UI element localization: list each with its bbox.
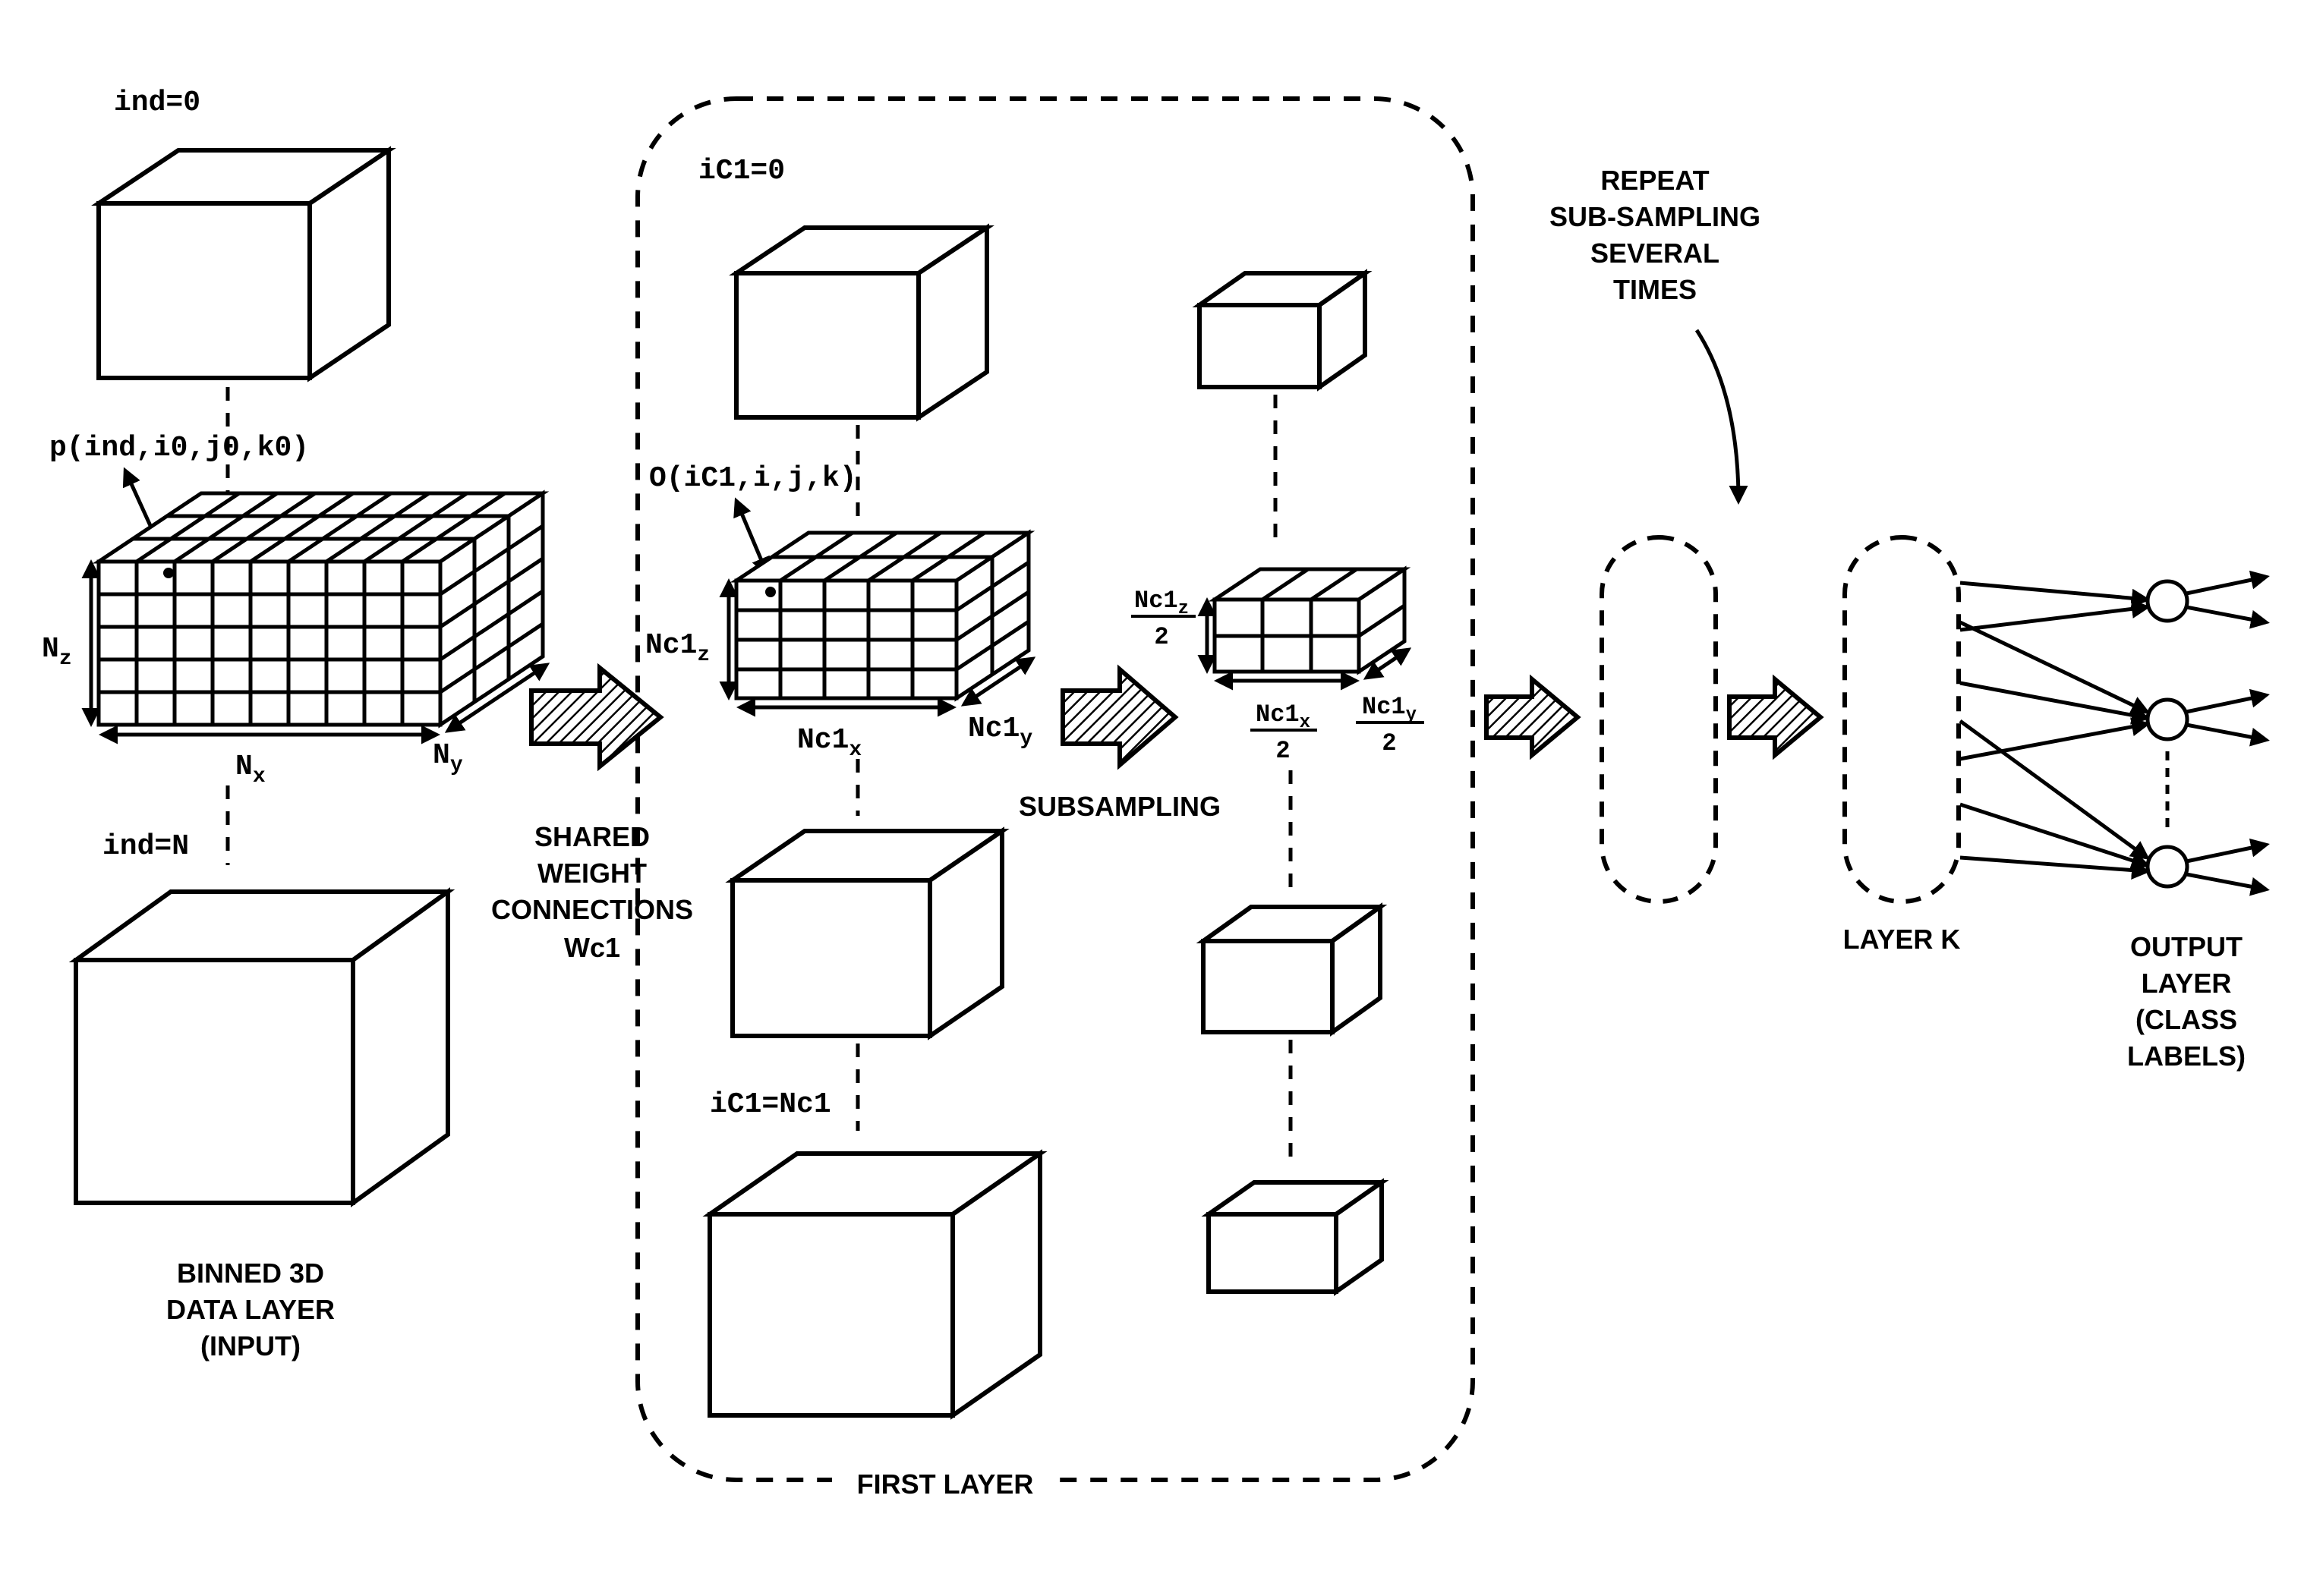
label-Nc1y: Nc1y — [968, 713, 1032, 751]
label-O-idx: O(iC1,i,j,k) — [649, 462, 857, 495]
label-Nx: Nx — [235, 751, 266, 789]
caption-shared-3: CONNECTIONS — [491, 894, 693, 925]
label-indN: ind=N — [102, 830, 189, 863]
caption-subsampling: SUBSAMPLING — [1019, 791, 1221, 822]
caption-shared-2: WEIGHT — [537, 858, 647, 889]
label-Ny: Ny — [433, 739, 463, 777]
svg-text:Nc1x: Nc1x — [1256, 700, 1310, 733]
caption-output-2: LAYER — [2142, 968, 2232, 999]
flow-arrow-2 — [1063, 669, 1175, 765]
capsule-layer-k — [1845, 537, 1959, 902]
label-Nz: Nz — [42, 633, 72, 671]
conv-cube-Nc1 — [710, 1154, 1040, 1415]
label-Nc1x: Nc1x — [797, 724, 862, 762]
caption-input-3: (INPUT) — [200, 1330, 301, 1361]
svg-text:2: 2 — [1154, 623, 1168, 651]
point-O — [765, 587, 776, 597]
label-iC1-Nc1: iC1=Nc1 — [710, 1088, 831, 1121]
flow-arrow-3 — [1486, 679, 1578, 755]
sub-cube-0 — [1199, 273, 1365, 387]
output-neurons — [1960, 577, 2266, 889]
svg-text:Nc1z: Nc1z — [1134, 587, 1189, 619]
capsule-1 — [1602, 537, 1716, 902]
sub-cube-2 — [1203, 907, 1380, 1032]
conv-cube-0 — [736, 228, 987, 417]
frac-Nc1y: Nc1y 2 — [1356, 693, 1424, 757]
caption-output-3: (CLASS — [2135, 1004, 2237, 1035]
label-p-idx: p(ind,i0,j0,k0) — [49, 432, 309, 464]
caption-output-1: OUTPUT — [2130, 931, 2243, 962]
pointer-repeat — [1697, 330, 1738, 501]
sub-cube-Nc1 — [1209, 1182, 1382, 1292]
sub-cube-gridded — [1215, 569, 1404, 672]
caption-first-layer: FIRST LAYER — [857, 1469, 1034, 1500]
caption-repeat-3: SEVERAL — [1590, 238, 1719, 269]
caption-output-4: LABELS) — [2127, 1040, 2246, 1072]
caption-input-1: BINNED 3D — [177, 1258, 324, 1289]
svg-text:2: 2 — [1275, 737, 1290, 765]
frac-Nc1z: Nc1z 2 — [1131, 587, 1196, 651]
input-cube-gridded — [99, 493, 543, 725]
label-iC1-0: iC1=0 — [698, 155, 785, 187]
input-cube-0 — [99, 150, 389, 378]
point-p — [163, 568, 174, 578]
caption-shared-4: Wc1 — [564, 932, 620, 963]
svg-text:Nc1y: Nc1y — [1362, 693, 1417, 726]
caption-repeat-2: SUB-SAMPLING — [1549, 201, 1760, 232]
input-cube-N — [76, 892, 448, 1203]
flow-arrow-4 — [1729, 679, 1820, 755]
caption-layer-k: LAYER K — [1843, 924, 1961, 955]
caption-repeat-1: REPEAT — [1600, 165, 1709, 196]
flow-arrow-1 — [531, 668, 660, 767]
label-Nc1z: Nc1z — [645, 629, 710, 667]
label-ind0: ind=0 — [114, 87, 200, 119]
frac-Nc1x: Nc1x 2 — [1250, 700, 1317, 765]
conv-cube-gridded — [736, 533, 1029, 698]
conv-cube-2 — [733, 831, 1002, 1036]
caption-input-2: DATA LAYER — [166, 1294, 335, 1325]
caption-shared-1: SHARED — [534, 821, 650, 852]
svg-text:2: 2 — [1382, 729, 1396, 757]
caption-repeat-4: TIMES — [1613, 274, 1697, 305]
